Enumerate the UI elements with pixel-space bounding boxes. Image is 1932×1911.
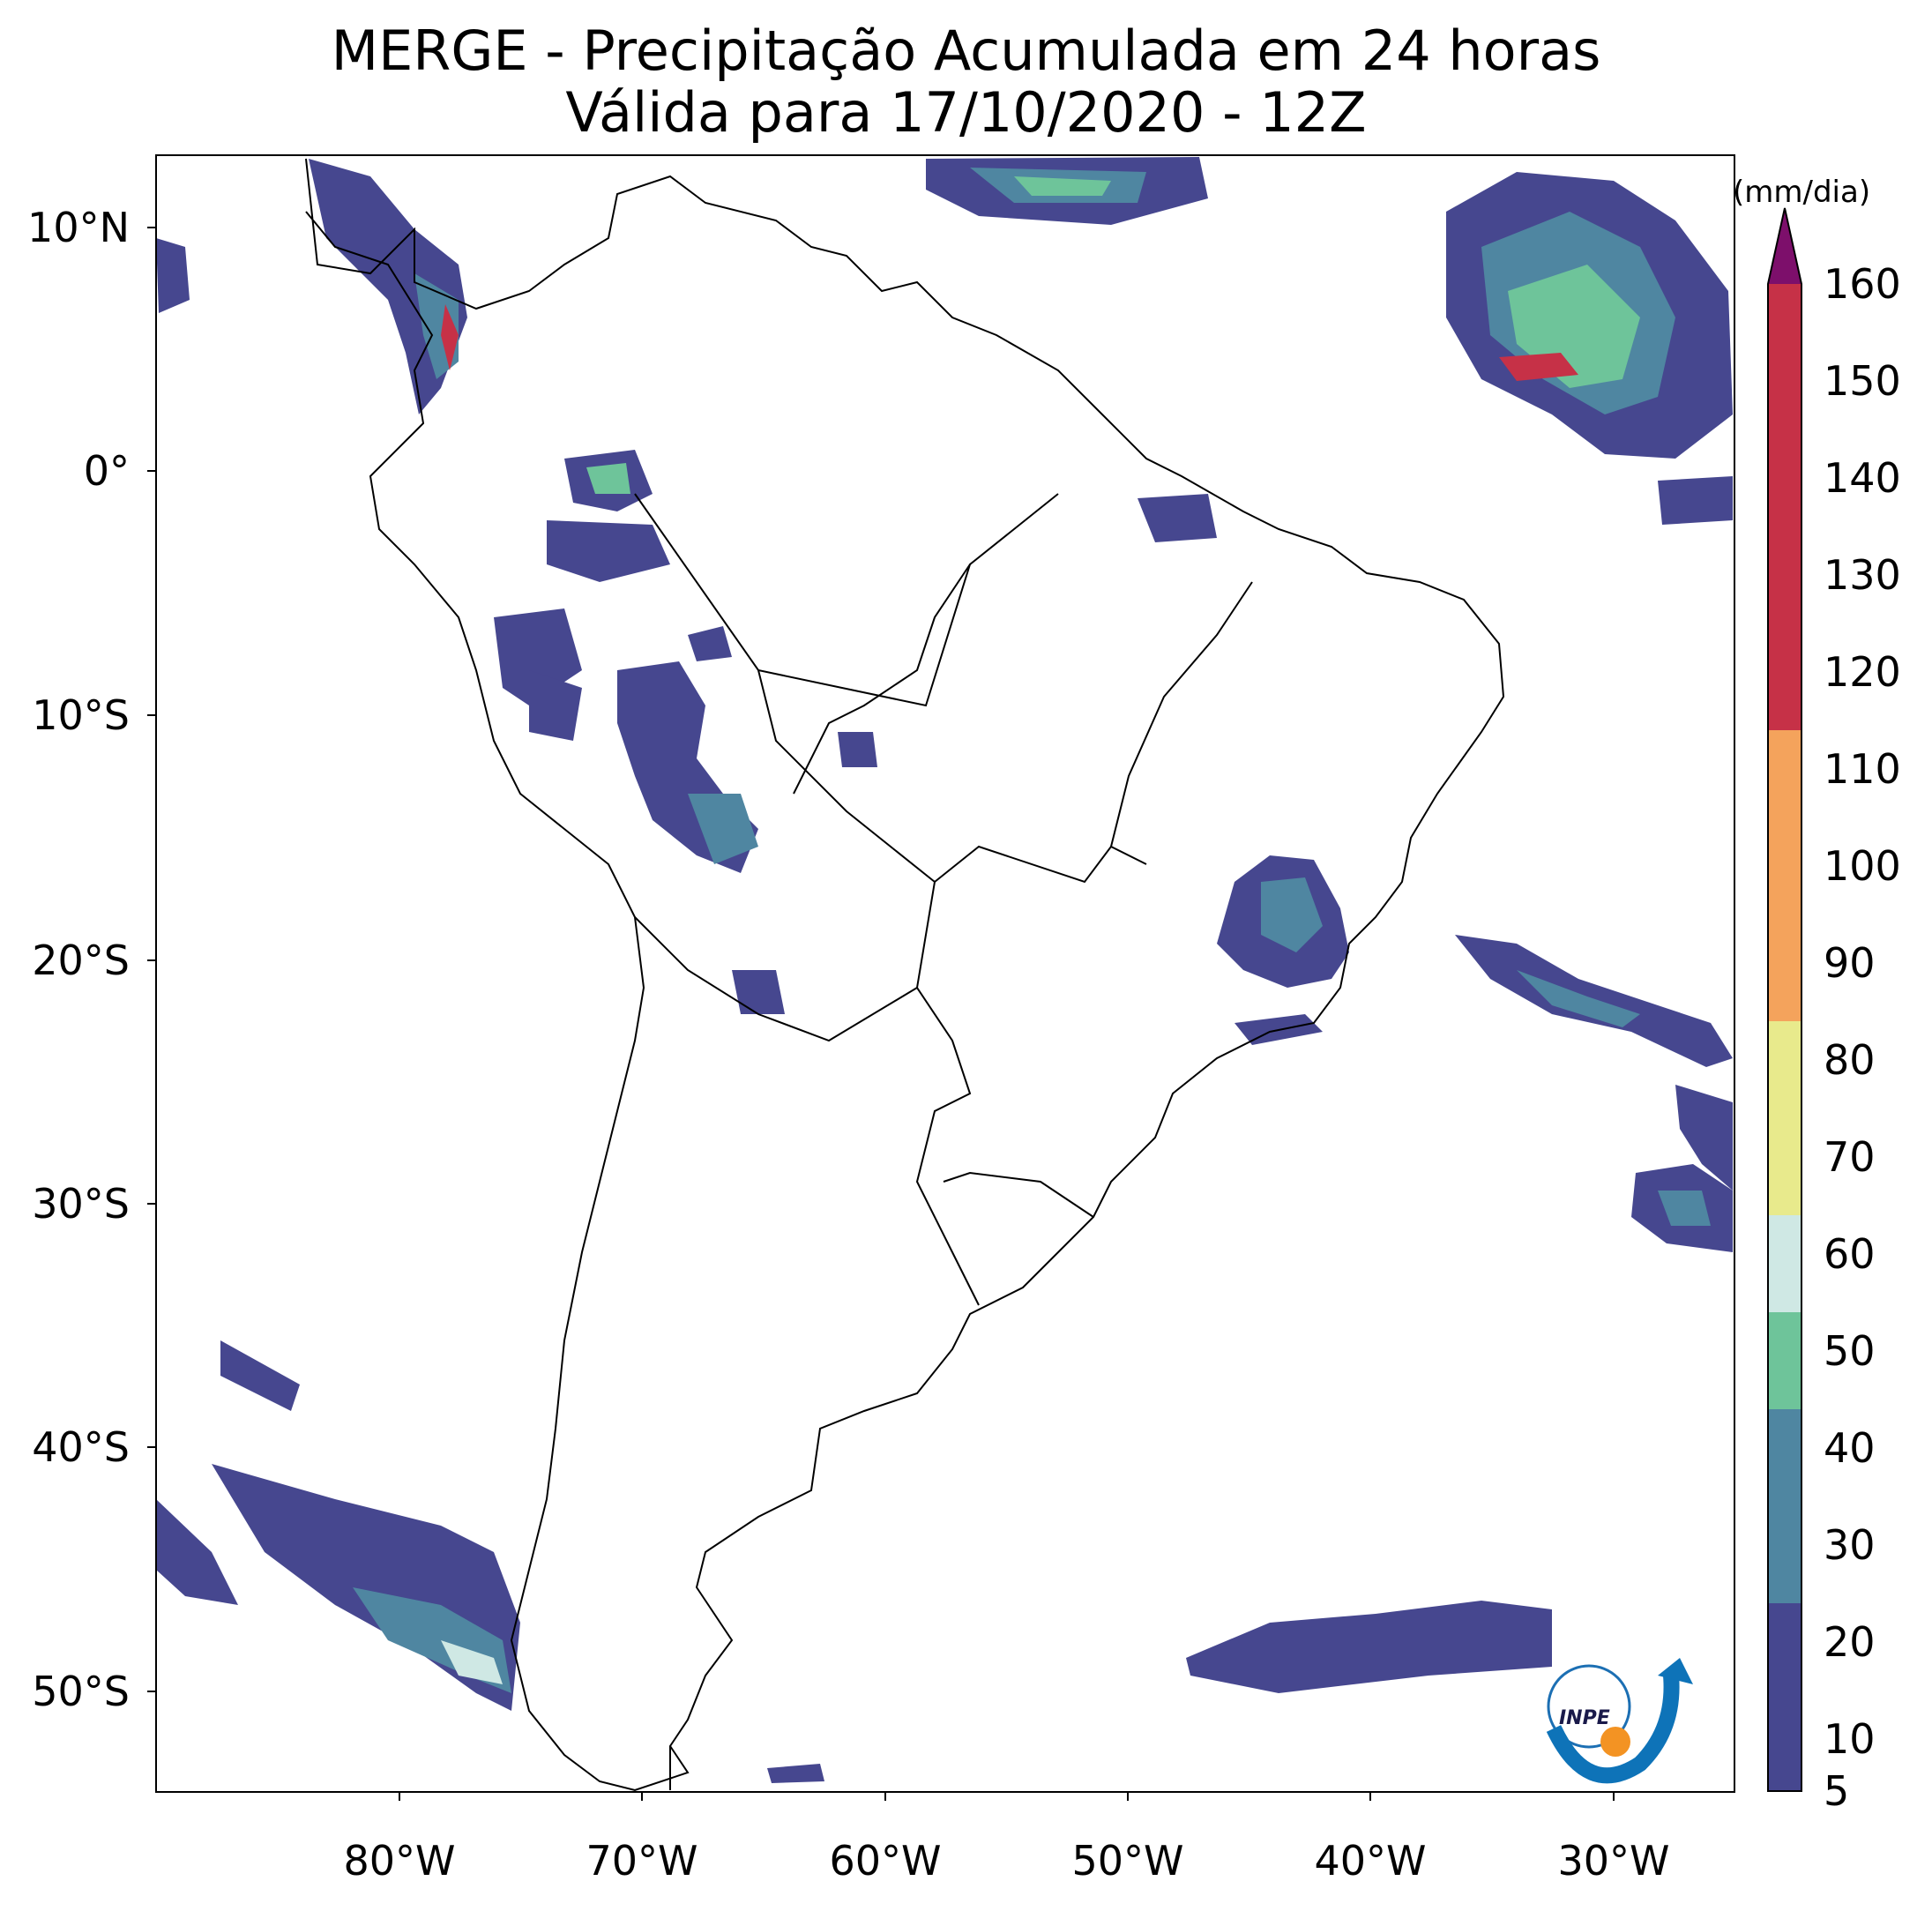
- chart-title: MERGE - Precipitação Acumulada em 24 hor…: [331, 19, 1601, 83]
- lat-label-0: 0°: [83, 447, 130, 495]
- inpe-logo: INPE: [1546, 1658, 1693, 1784]
- precip-central-america: [156, 159, 467, 414]
- colorbar-segment-mid: [1768, 1312, 1801, 1409]
- colorbar-tick-30: 30: [1824, 1521, 1876, 1569]
- colorbar-tick-100: 100: [1824, 842, 1901, 890]
- colorbar-tick-60: 60: [1824, 1230, 1876, 1278]
- axis-ticks: [147, 227, 1615, 1801]
- colorbar-tick-140: 140: [1824, 454, 1901, 502]
- colorbar-tick-160: 160: [1824, 260, 1901, 308]
- lon-label-70w: 70°W: [586, 1837, 698, 1885]
- precip-north-atlantic: [926, 157, 1733, 525]
- precip-southeast-pacific: [156, 1340, 520, 1711]
- colorbar-segment-orange: [1768, 730, 1801, 1021]
- lon-label-50w: 50°W: [1071, 1837, 1184, 1885]
- colorbar-tick-80: 80: [1824, 1036, 1876, 1084]
- colorbar-tick-130: 130: [1824, 551, 1901, 599]
- lat-label-10s: 10°S: [32, 691, 130, 739]
- colorbar-tick-40: 40: [1824, 1424, 1876, 1472]
- lat-label-40s: 40°S: [32, 1423, 130, 1471]
- colorbar-tick-5: 5: [1824, 1767, 1850, 1815]
- inpe-logo-text: INPE: [1559, 1707, 1610, 1729]
- colorbar-segment-mid-high: [1768, 1215, 1801, 1312]
- lon-label-40w: 40°W: [1314, 1837, 1427, 1885]
- colorbar-segment-yellow: [1768, 1021, 1801, 1215]
- colorbar-tick-50: 50: [1824, 1327, 1876, 1375]
- colorbar-tick-150: 150: [1824, 357, 1901, 405]
- lat-label-50s: 50°S: [32, 1668, 130, 1715]
- colorbar-tick-70: 70: [1824, 1133, 1876, 1181]
- chart-subtitle: Válida para 17/10/2020 - 12Z: [565, 80, 1367, 145]
- country-borders: [305, 158, 1505, 1792]
- colorbar-extend-arrow: [1768, 208, 1801, 284]
- lon-label-80w: 80°W: [343, 1837, 456, 1885]
- colorbar-unit: (mm/dia): [1733, 175, 1871, 210]
- precip-south-atlantic: [767, 935, 1733, 1783]
- lat-label-10n: 10°N: [27, 204, 130, 251]
- lon-label-30w: 30°W: [1557, 1837, 1670, 1885]
- colorbar-segment-mid-low: [1768, 1409, 1801, 1603]
- precip-amazon: [494, 450, 1217, 1014]
- lat-label-30s: 30°S: [32, 1180, 130, 1228]
- lat-label-20s: 20°S: [32, 937, 130, 984]
- colorbar-tick-10: 10: [1824, 1715, 1876, 1763]
- colorbar-tick-20: 20: [1824, 1618, 1876, 1666]
- colorbar-tick-90: 90: [1824, 939, 1876, 987]
- colorbar: [1767, 207, 1802, 1792]
- map-frame: [155, 154, 1735, 1793]
- lon-label-60w: 60°W: [829, 1837, 942, 1885]
- colorbar-tick-120: 120: [1824, 648, 1901, 696]
- colorbar-tick-110: 110: [1824, 745, 1901, 793]
- precip-southeast-brazil: [1217, 855, 1349, 1045]
- colorbar-segment-red: [1768, 284, 1801, 730]
